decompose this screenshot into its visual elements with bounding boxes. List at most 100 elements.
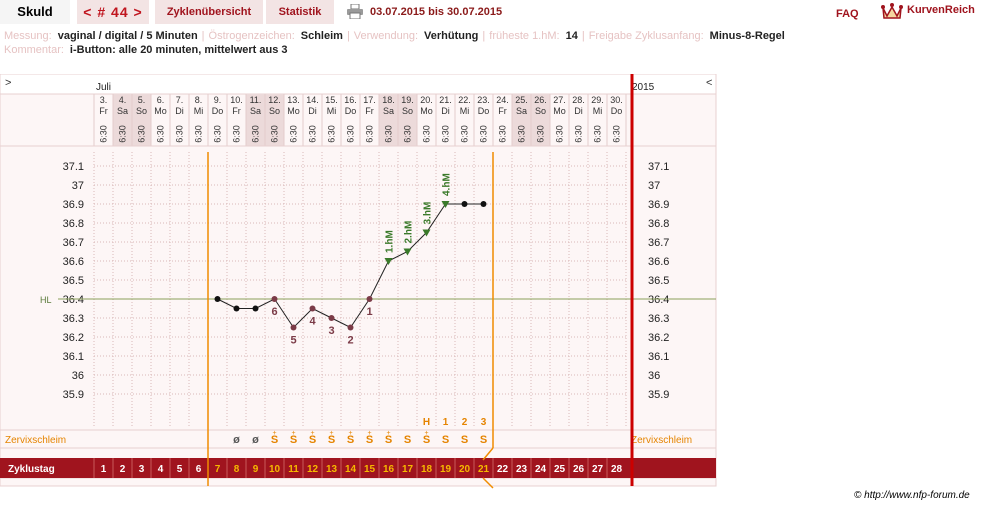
cervix-plus-mark: +	[424, 430, 428, 437]
cycle-day-number: 12	[307, 464, 319, 475]
date-label: 19.	[401, 95, 414, 105]
printer-icon[interactable]	[347, 4, 363, 19]
fertile-end-diagonal	[482, 477, 494, 489]
cervix-symbol: S	[290, 434, 297, 446]
temperature-point	[252, 305, 259, 312]
time-label: 6:30	[270, 125, 280, 143]
time-label: 6:30	[251, 125, 261, 143]
tab-statistics[interactable]: Statistik	[266, 0, 334, 24]
cycle-start-release-value: Minus-8-Regel	[709, 30, 785, 42]
date-label: 23.	[477, 95, 490, 105]
y-axis: 37.1 37.1 37 37 36.9 36.9 36.8 36.8 36.7 36.7 36.6…	[63, 161, 670, 401]
y-tick-left: 36.6	[63, 256, 84, 268]
date-label: 25.	[515, 95, 528, 105]
date-label: 5.	[138, 95, 146, 105]
usage-label: Verwendung:	[353, 30, 419, 42]
y-tick-right: 37.1	[648, 161, 669, 173]
time-label: 6:30	[460, 125, 470, 143]
y-tick-right: 35.9	[648, 389, 669, 401]
cervix-symbol: ø	[233, 434, 240, 446]
cycle-day-number: 13	[326, 464, 338, 475]
cervix-symbol: S	[366, 434, 373, 446]
weekday-label: Mo	[553, 106, 566, 116]
cycle-day-number: 7	[215, 464, 221, 475]
date-label: 4.	[119, 95, 127, 105]
high-measurement-marker	[403, 248, 412, 256]
user-name-tab[interactable]: Skuld	[0, 0, 70, 24]
estrogen-label: Östrogenzeichen:	[208, 30, 295, 42]
cervix-label-right: Zervixschleim	[631, 435, 692, 446]
high-measurement-marker	[422, 229, 431, 237]
weekday-label: So	[402, 106, 413, 116]
cervix-peak-marker: 2	[462, 417, 468, 428]
cervix-symbol: ø	[252, 434, 259, 446]
y-tick-left: 36.7	[63, 237, 84, 249]
time-label: 6:30	[327, 125, 337, 143]
copyright-footer: © http://www.nfp-forum.de	[854, 490, 970, 501]
y-tick-right: 37	[648, 180, 660, 192]
y-tick-right: 36	[648, 370, 660, 382]
date-label: 15.	[325, 95, 338, 105]
nav-left-arrow[interactable]: >	[5, 77, 11, 89]
weekday-label: Mi	[327, 106, 337, 116]
low-temperature-label: 1	[366, 306, 372, 318]
brand-name[interactable]: KurvenReich	[907, 4, 975, 16]
nfp-cycle-chart: > Juli 2015 < 3.Fr6:304.Sa6:305.So6:306.…	[0, 74, 717, 489]
date-label: 12.	[268, 95, 281, 105]
cycle-day-number: 18	[421, 464, 433, 475]
weekday-label: Sa	[117, 106, 128, 116]
weekday-label: Sa	[516, 106, 527, 116]
weekday-label: Mo	[287, 106, 300, 116]
cycle-day-number: 24	[535, 464, 547, 475]
low-temperature-label: 4	[309, 316, 316, 328]
high-measurement-label: 1.hM	[385, 230, 396, 253]
cervix-row: Zervixschleim Zervixschleim ø ø S+S+S+S+S+…	[5, 417, 692, 446]
info-row-1: Messung: vaginal / digital / 5 Minuten | Ös…	[4, 30, 785, 42]
y-tick-right: 36.4	[648, 294, 669, 306]
cycle-start-release-label: Freigabe Zyklusanfang:	[588, 30, 704, 42]
weekend-column	[265, 94, 284, 146]
y-tick-left: 36.1	[63, 351, 84, 363]
time-label: 6:30	[555, 125, 565, 143]
date-label: 7.	[176, 95, 184, 105]
nav-right-arrow[interactable]: <	[706, 77, 712, 89]
comment-value: i-Button: alle 20 minuten, mittelwert au…	[69, 44, 288, 56]
time-label: 6:30	[384, 125, 394, 143]
y-tick-left: 36.2	[63, 332, 84, 344]
date-label: 24.	[496, 95, 509, 105]
date-label: 22.	[458, 95, 471, 105]
cervix-plus-mark: +	[367, 430, 371, 437]
date-label: 30.	[610, 95, 623, 105]
weekday-label: Mi	[593, 106, 603, 116]
cervix-label-left: Zervixschleim	[5, 435, 66, 446]
chart-header: > Juli 2015 < 3.Fr6:304.Sa6:305.So6:306.…	[5, 77, 712, 143]
time-label: 6:30	[365, 125, 375, 143]
weekday-label: Do	[611, 106, 623, 116]
low-temperature-label: 5	[290, 335, 296, 347]
cervix-peak-marker: H	[423, 417, 430, 428]
cycle-day-number: 10	[269, 464, 281, 475]
tab-cycle-overview[interactable]: Zyklenübersicht	[155, 0, 263, 24]
date-label: 18.	[382, 95, 395, 105]
faq-link[interactable]: FAQ	[836, 8, 859, 20]
cervix-symbol: S	[404, 434, 411, 446]
cycle-day-number: 4	[158, 464, 164, 475]
weekday-label: Do	[345, 106, 357, 116]
weekday-label: So	[136, 106, 147, 116]
y-tick-right: 36.8	[648, 218, 669, 230]
cycle-day-number: 1	[101, 464, 107, 475]
low-measurement-point	[347, 324, 354, 331]
year-label: 2015	[632, 82, 655, 93]
weekend-column	[398, 94, 417, 146]
weekend-column	[531, 94, 550, 146]
cycle-number-nav[interactable]: < # 44 >	[77, 0, 149, 24]
high-measurement-label: 3.hM	[423, 202, 434, 225]
cervix-symbol: S	[480, 434, 487, 446]
date-label: 11.	[250, 95, 262, 105]
low-temperature-label: 3	[328, 325, 334, 337]
time-label: 6:30	[232, 125, 242, 143]
high-measurement-marker	[384, 258, 393, 265]
y-tick-right: 36.3	[648, 313, 669, 325]
time-label: 6:30	[403, 125, 413, 143]
cervix-plus-mark: +	[329, 430, 333, 437]
